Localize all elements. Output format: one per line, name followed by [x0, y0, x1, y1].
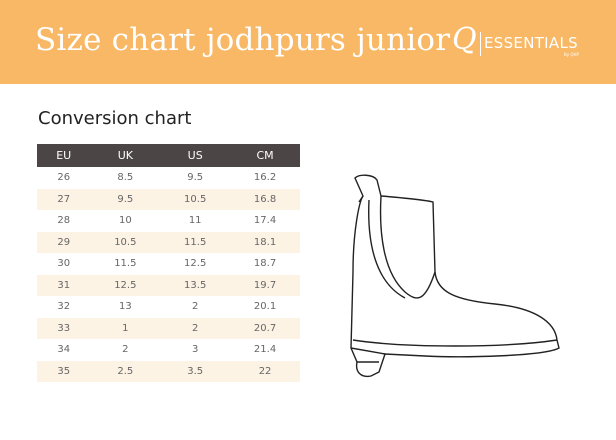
cell-cm: 20.7	[230, 317, 300, 339]
cell-cm: 22	[230, 360, 300, 382]
table-row: 28 10 11 17.4	[37, 210, 300, 232]
cell-us: 3.5	[160, 360, 231, 382]
cell-uk: 12.5	[90, 274, 161, 296]
table-row: 35 2.5 3.5 22	[37, 360, 300, 382]
cell-us: 2	[160, 317, 231, 339]
column-header-uk: UK	[90, 144, 161, 167]
cell-uk: 9.5	[90, 188, 161, 210]
cell-eu: 26	[57, 172, 71, 184]
cell-cm: 21.4	[253, 344, 277, 356]
logo-divider	[480, 32, 481, 56]
table-row: 29 10.5 11.5 18.1	[37, 231, 300, 253]
cell-uk: 2	[122, 344, 129, 356]
logo-mark: Q	[452, 22, 477, 57]
cell-cm: 18.7	[253, 258, 277, 270]
cell-uk: 8.5	[117, 172, 134, 184]
cell-us: 9.5	[187, 172, 204, 184]
cell-uk: 10	[118, 215, 132, 227]
table-row: 33 1 2 20.7	[37, 317, 300, 339]
table-row: 31 12.5 13.5 19.7	[37, 274, 300, 296]
cell-eu: 31	[37, 274, 91, 296]
logo-name: ESSENTIALS	[484, 34, 578, 52]
cell-cm: 20.1	[253, 301, 277, 313]
table-row: 26 8.5 9.5 16.2	[37, 167, 300, 189]
conversion-table: EU UK US CM 26 8.5 9.5 16.2 27 9.5 10.5 16.8 28 10 11…	[37, 144, 300, 382]
table-row: 30 11.5 12.5 18.7	[37, 253, 300, 275]
cell-us: 10.5	[160, 188, 231, 210]
cell-cm: 17.4	[253, 215, 277, 227]
boot-icon	[350, 174, 560, 378]
cell-us: 2	[191, 301, 199, 313]
cell-cm: 16.2	[253, 172, 277, 184]
cell-uk: 1	[90, 317, 161, 339]
cell-eu: 32	[57, 301, 71, 313]
cell-us: 12.5	[184, 258, 207, 270]
cell-uk: 2.5	[90, 360, 161, 382]
column-header-eu: EU	[37, 144, 91, 167]
section-title: Conversion chart	[38, 108, 192, 129]
cell-eu: 27	[37, 188, 91, 210]
cell-cm: 19.7	[230, 274, 300, 296]
column-header-us: US	[160, 144, 231, 167]
cell-uk: 13	[118, 301, 132, 313]
cell-eu: 30	[57, 258, 71, 270]
header-banner: Size chart jodhpurs junior Q ESSENTIALS …	[0, 0, 616, 84]
cell-eu: 29	[37, 231, 91, 253]
cell-cm: 16.8	[230, 188, 300, 210]
cell-us: 13.5	[160, 274, 231, 296]
cell-us: 3	[191, 344, 199, 356]
column-header-cm: CM	[230, 144, 300, 167]
cell-cm: 18.1	[230, 231, 300, 253]
cell-uk: 10.5	[90, 231, 161, 253]
page-title: Size chart jodhpurs junior	[35, 22, 451, 58]
table-header-row: EU UK US CM	[37, 144, 300, 167]
cell-us: 11	[188, 215, 202, 227]
table-row: 34 2 3 21.4	[37, 339, 300, 361]
cell-eu: 35	[37, 360, 91, 382]
cell-us: 11.5	[160, 231, 231, 253]
table-row: 27 9.5 10.5 16.8	[37, 188, 300, 210]
cell-eu: 34	[57, 344, 71, 356]
logo-by: By QHP	[564, 52, 579, 57]
table-row: 32 13 2 20.1	[37, 296, 300, 318]
cell-uk: 11.5	[114, 258, 137, 270]
cell-eu: 28	[57, 215, 71, 227]
cell-eu: 33	[37, 317, 91, 339]
